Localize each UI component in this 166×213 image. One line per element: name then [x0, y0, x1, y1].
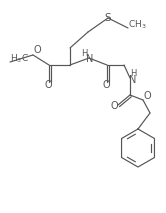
Text: O: O [33, 45, 41, 55]
Text: O: O [44, 80, 52, 90]
Text: O: O [110, 101, 118, 111]
Text: N: N [86, 54, 94, 64]
Text: O: O [143, 91, 151, 101]
Text: H$_3$C: H$_3$C [9, 53, 28, 65]
Text: O: O [102, 80, 110, 90]
Text: CH$_3$: CH$_3$ [128, 19, 146, 31]
Text: N: N [129, 75, 137, 85]
Text: H: H [81, 49, 87, 58]
Text: H: H [130, 69, 136, 79]
Text: S: S [105, 13, 111, 23]
